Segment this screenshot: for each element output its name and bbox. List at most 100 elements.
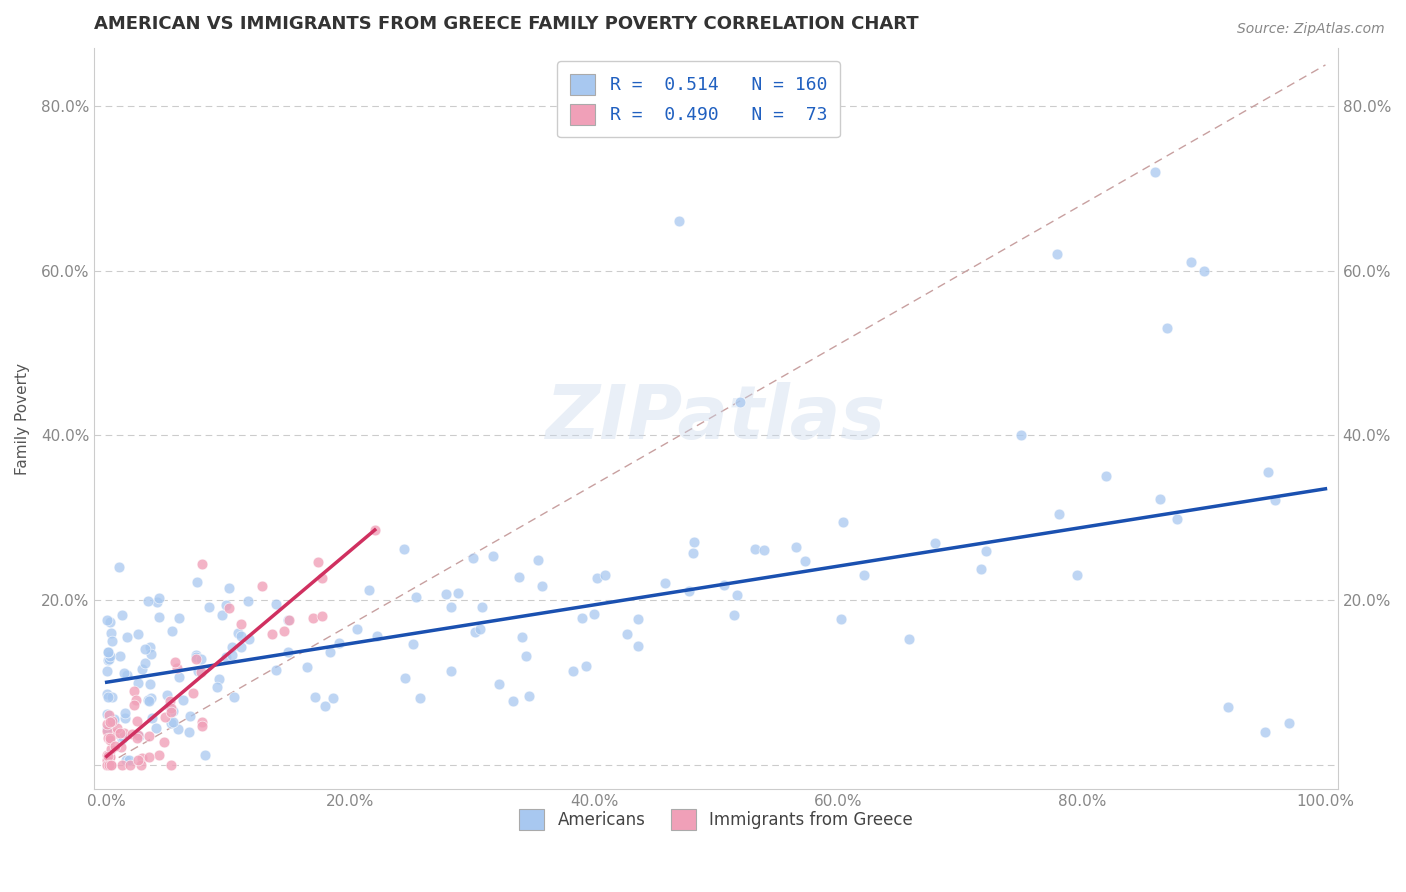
Point [172,693,194,707]
Point [752,542,775,557]
Point [98,757,121,772]
Point [464,624,486,639]
Point [127,627,149,641]
Point [167,670,190,684]
Point [582,607,605,622]
Point [266,598,288,612]
Point [131,662,153,676]
Point [723,607,745,622]
Point [128,729,150,743]
Point [96,757,118,772]
Point [125,693,148,707]
Point [319,645,342,659]
Point [159,694,181,708]
Point [124,698,146,713]
Point [159,716,181,731]
Point [96,757,118,772]
Point [112,665,135,680]
Point [146,595,169,609]
Point [250,579,273,593]
Point [364,523,387,537]
Point [616,626,638,640]
Text: AMERICAN VS IMMIGRANTS FROM GREECE FAMILY POVERTY CORRELATION CHART: AMERICAN VS IMMIGRANTS FROM GREECE FAMIL… [94,15,920,33]
Text: ZIPatlas: ZIPatlas [546,383,886,455]
Point [1149,491,1171,506]
Point [96,722,118,736]
Point [898,632,921,647]
Point [98,757,121,772]
Point [97,757,120,772]
Point [517,689,540,703]
Point [311,609,333,624]
Point [530,579,553,593]
Point [277,614,299,628]
Point [278,614,301,628]
Point [436,587,458,601]
Point [160,705,183,719]
Point [104,739,127,753]
Point [1257,465,1279,479]
Point [211,607,233,622]
Point [98,748,121,763]
Point [114,706,136,720]
Point [97,690,120,704]
Point [97,731,120,745]
Point [515,648,537,663]
Point [678,583,700,598]
Point [471,600,494,615]
Point [392,542,415,557]
Point [115,630,138,644]
Point [118,757,141,772]
Point [96,748,118,763]
Point [215,649,238,664]
Point [470,623,492,637]
Point [139,640,162,655]
Point [156,688,179,702]
Point [627,639,650,653]
Point [105,721,128,735]
Point [502,694,524,708]
Point [1216,700,1239,714]
Point [97,757,120,772]
Point [186,574,208,589]
Point [236,594,259,608]
Point [322,690,344,705]
Point [100,757,122,772]
Point [100,626,122,640]
Point [571,610,593,624]
Point [148,591,170,605]
Point [1278,716,1301,731]
Point [205,680,228,694]
Point [273,624,295,638]
Point [96,686,118,700]
Point [138,749,160,764]
Point [295,660,318,674]
Point [104,726,127,740]
Point [440,600,463,615]
Point [218,581,240,595]
Point [730,395,752,409]
Point [221,640,243,654]
Point [98,757,121,772]
Point [114,753,136,767]
Point [1264,493,1286,508]
Point [853,568,876,582]
Point [166,661,188,675]
Point [402,637,425,651]
Point [148,609,170,624]
Point [111,731,134,746]
Point [440,665,463,679]
Point [1253,724,1275,739]
Point [366,629,388,643]
Point [208,672,231,686]
Point [307,555,329,569]
Point [108,649,131,664]
Point [100,757,122,772]
Point [114,711,136,725]
Point [100,741,122,756]
Point [1143,165,1166,179]
Legend: Americans, Immigrants from Greece: Americans, Immigrants from Greece [513,803,920,837]
Point [595,567,617,582]
Point [103,712,125,726]
Point [229,629,252,643]
